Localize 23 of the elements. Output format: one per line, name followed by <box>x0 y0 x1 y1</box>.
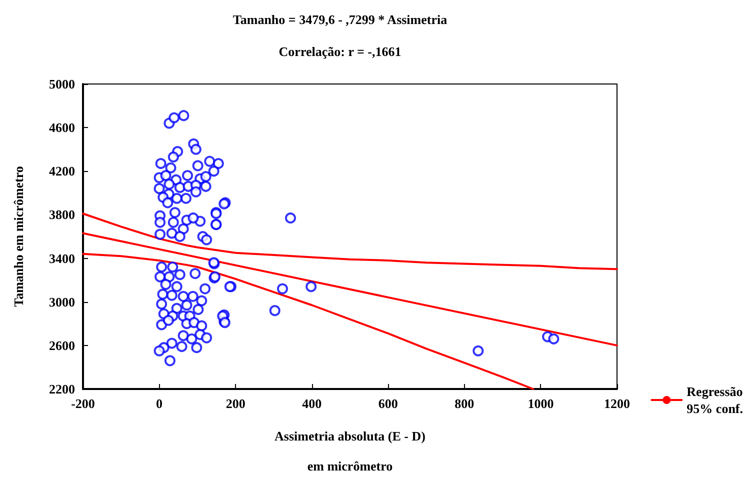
x-tick-label: 800 <box>454 396 474 411</box>
chart-title: Tamanho = 3479,6 - ,7299 * Assimetria <box>232 12 448 27</box>
y-tick-label: 4200 <box>49 164 75 179</box>
line-series <box>82 212 618 270</box>
y-tick-label: 3400 <box>49 250 75 266</box>
x-tick-label: 200 <box>226 396 246 411</box>
line-series <box>82 252 534 390</box>
y-tick-label: 5000 <box>49 76 75 92</box>
x-tick-label: 1000 <box>528 396 554 411</box>
y-tick-label: 2200 <box>49 382 75 396</box>
y-tick-label: 4600 <box>49 120 75 136</box>
x-tick-label: 600 <box>378 396 398 411</box>
x-tick-label: 0 <box>156 396 163 411</box>
legend-label: Regressão 95% conf. <box>686 384 744 416</box>
chart-subtitle: Correlação: r = -,1661 <box>278 44 402 59</box>
x-tick-label: 1200 <box>604 396 630 411</box>
x-tick-label: 400 <box>302 396 322 411</box>
y-tick-label: 2600 <box>49 338 75 353</box>
x-tick-label: -200 <box>71 396 95 411</box>
x-axis-title: Assimetria absoluta (E - D) em micrômetro <box>274 428 426 474</box>
y-tick-label: 3000 <box>49 294 75 310</box>
y-axis-title: Tamanho em micrômetro <box>11 166 26 307</box>
y-tick-label: 3800 <box>49 207 75 222</box>
